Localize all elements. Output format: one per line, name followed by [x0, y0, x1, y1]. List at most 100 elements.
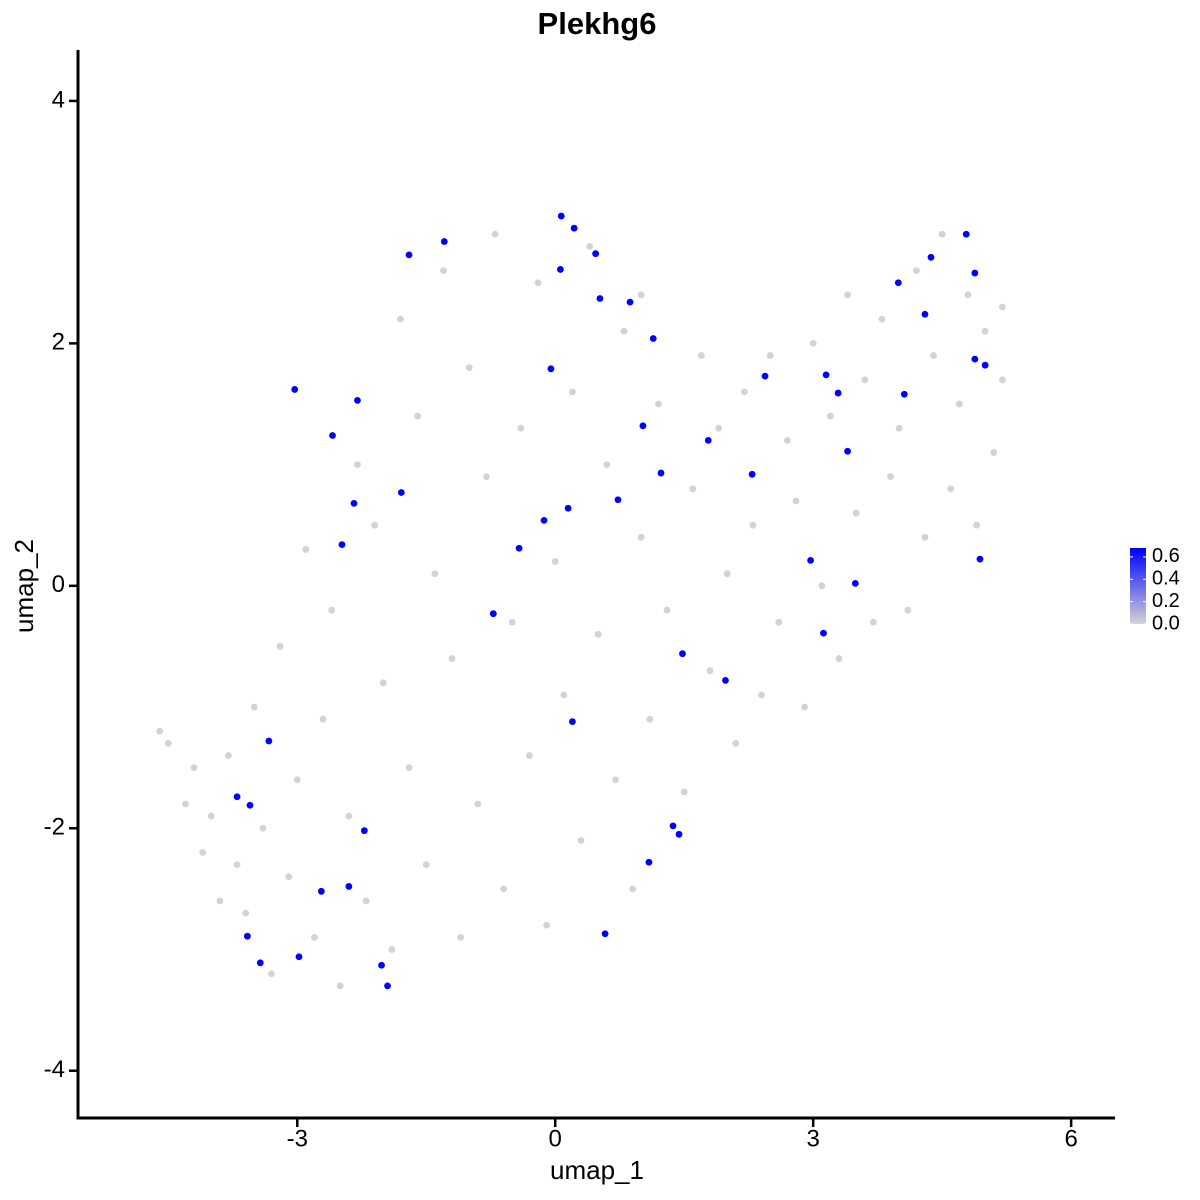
- cell-point: [766, 352, 774, 359]
- cell-point: [675, 830, 683, 838]
- cell-point: [964, 291, 972, 299]
- chart-title: Plekhg6: [538, 6, 657, 41]
- cell-point: [397, 315, 404, 323]
- cell-point: [834, 389, 842, 397]
- cell-point: [655, 400, 662, 408]
- cell-point: [250, 703, 258, 711]
- cell-point: [336, 982, 344, 990]
- cell-point: [405, 764, 413, 772]
- cell-point: [639, 422, 647, 430]
- cell-point: [526, 752, 533, 759]
- cell-point: [761, 372, 769, 380]
- cell-point: [689, 485, 697, 493]
- cell-point: [792, 497, 800, 505]
- cell-point: [440, 267, 447, 275]
- x-tick-label: 6: [1064, 1125, 1077, 1152]
- cell-point: [543, 921, 551, 929]
- cell-point: [679, 650, 686, 658]
- cell-point: [329, 432, 336, 439]
- cell-point: [388, 946, 396, 953]
- cell-point: [646, 715, 654, 723]
- cell-point: [649, 335, 657, 342]
- cell-point: [861, 376, 869, 384]
- cell-point: [156, 727, 164, 735]
- cell-point: [302, 546, 310, 553]
- cell-point: [362, 897, 370, 905]
- cell-point: [801, 703, 808, 711]
- cell-point: [378, 961, 385, 969]
- cell-point: [973, 521, 980, 529]
- cell-point: [570, 224, 578, 232]
- cell-point: [998, 376, 1006, 384]
- cell-point: [904, 606, 912, 614]
- cell-point: [360, 827, 368, 835]
- cell-point: [242, 909, 250, 917]
- cell-point: [962, 230, 970, 238]
- cell-point: [317, 887, 325, 895]
- cell-point: [491, 230, 499, 238]
- cell-point: [955, 400, 963, 408]
- cell-point: [592, 250, 600, 258]
- cell-point: [295, 953, 303, 961]
- cell-point: [927, 253, 935, 261]
- cell-point: [564, 504, 572, 512]
- cell-point: [878, 315, 886, 323]
- y-tick-label: 4: [52, 86, 65, 113]
- cell-point: [397, 489, 405, 496]
- cell-point: [560, 691, 568, 699]
- cell-point: [603, 461, 611, 468]
- x-tick-label: -3: [287, 1125, 308, 1152]
- cell-point: [998, 303, 1006, 311]
- cell-point: [465, 364, 473, 372]
- y-tick-label: -4: [44, 1056, 65, 1083]
- cell-point: [626, 298, 634, 306]
- cell-point: [243, 932, 251, 940]
- cell-point: [384, 982, 391, 990]
- cell-point: [758, 691, 765, 699]
- cell-point: [971, 355, 979, 363]
- cell-point: [732, 740, 740, 747]
- cell-point: [844, 291, 851, 299]
- cell-point: [930, 352, 937, 359]
- cell-point: [440, 238, 448, 245]
- cell-point: [976, 555, 984, 563]
- cell-point: [483, 473, 490, 481]
- cell-point: [354, 461, 361, 468]
- cell-point: [328, 606, 336, 614]
- cell-point: [182, 800, 189, 808]
- cell-point: [947, 485, 955, 493]
- cell-point: [457, 933, 465, 941]
- cell-point: [265, 737, 273, 745]
- cell-point: [489, 610, 497, 618]
- cell-point: [311, 933, 318, 941]
- cell-point: [256, 959, 264, 967]
- cell-point: [207, 812, 215, 820]
- y-tick-label: 2: [52, 329, 65, 356]
- cell-point: [268, 970, 275, 978]
- cell-point: [556, 266, 564, 273]
- cell-point: [663, 606, 671, 614]
- cell-point: [233, 793, 241, 801]
- cell-point: [164, 740, 172, 747]
- cell-point: [517, 424, 525, 432]
- cell-point: [981, 327, 989, 335]
- cell-point: [291, 386, 299, 393]
- y-axis-label: umap_2: [9, 539, 39, 633]
- cell-point: [704, 436, 712, 444]
- cell-point: [431, 570, 439, 578]
- cell-point: [612, 776, 619, 784]
- cell-point: [345, 812, 353, 820]
- cell-point: [826, 412, 834, 420]
- cell-point: [225, 752, 232, 759]
- cell-point: [448, 655, 456, 662]
- cell-point: [216, 897, 224, 905]
- cell-point: [749, 521, 757, 529]
- cell-point: [990, 449, 998, 456]
- cell-point: [869, 618, 877, 626]
- cell-point: [981, 361, 989, 369]
- cell-point: [783, 436, 791, 444]
- cell-point: [246, 801, 254, 809]
- cell-point: [921, 533, 929, 541]
- cell-point: [577, 836, 585, 844]
- cell-point: [285, 873, 293, 881]
